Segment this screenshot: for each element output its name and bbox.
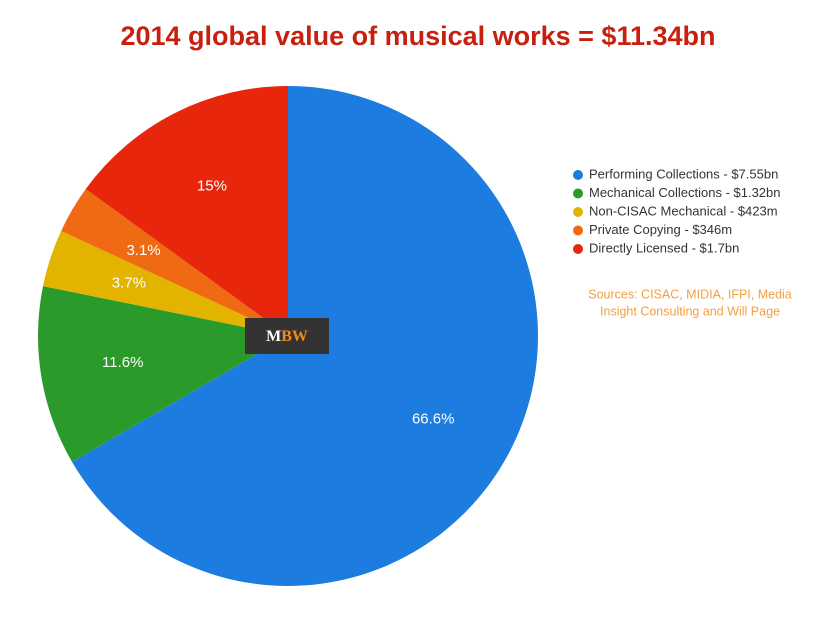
pie-slice	[85, 86, 288, 336]
slice-label: 15%	[197, 178, 227, 195]
pie-slice	[43, 230, 288, 336]
legend-marker	[573, 170, 583, 180]
slice-label: 66.6%	[412, 410, 455, 427]
chart-title: 2014 global value of musical works = $11…	[120, 21, 715, 51]
slice-label: 3.7%	[112, 275, 146, 292]
legend-marker	[573, 188, 583, 199]
legend-label: Mechanical Collections - $1.32bn	[589, 185, 781, 200]
legend-marker	[573, 207, 583, 217]
legend-label: Directly Licensed - $1.7bn	[589, 240, 739, 255]
legend-marker	[573, 225, 583, 236]
legend-marker	[573, 244, 583, 254]
legend-label: Private Copying - $346m	[589, 222, 732, 237]
logo-part: BW	[281, 328, 308, 345]
legend-label: Performing Collections - $7.55bn	[589, 166, 778, 181]
pie-slice	[37, 286, 289, 462]
legend-label: Non-CISAC Mechanical - $423m	[589, 203, 778, 218]
annotation: Sources: CISAC, MIDIA, IFPI, Media	[588, 287, 792, 301]
annotation: Insight Consulting and Will Page	[600, 304, 780, 318]
pie-slice	[61, 189, 289, 336]
logo-part: M	[266, 328, 281, 345]
slice-label: 3.1%	[126, 242, 160, 259]
slice-label: 11.6%	[102, 354, 143, 371]
logo-box	[245, 318, 329, 354]
logo: MBW	[266, 328, 308, 345]
